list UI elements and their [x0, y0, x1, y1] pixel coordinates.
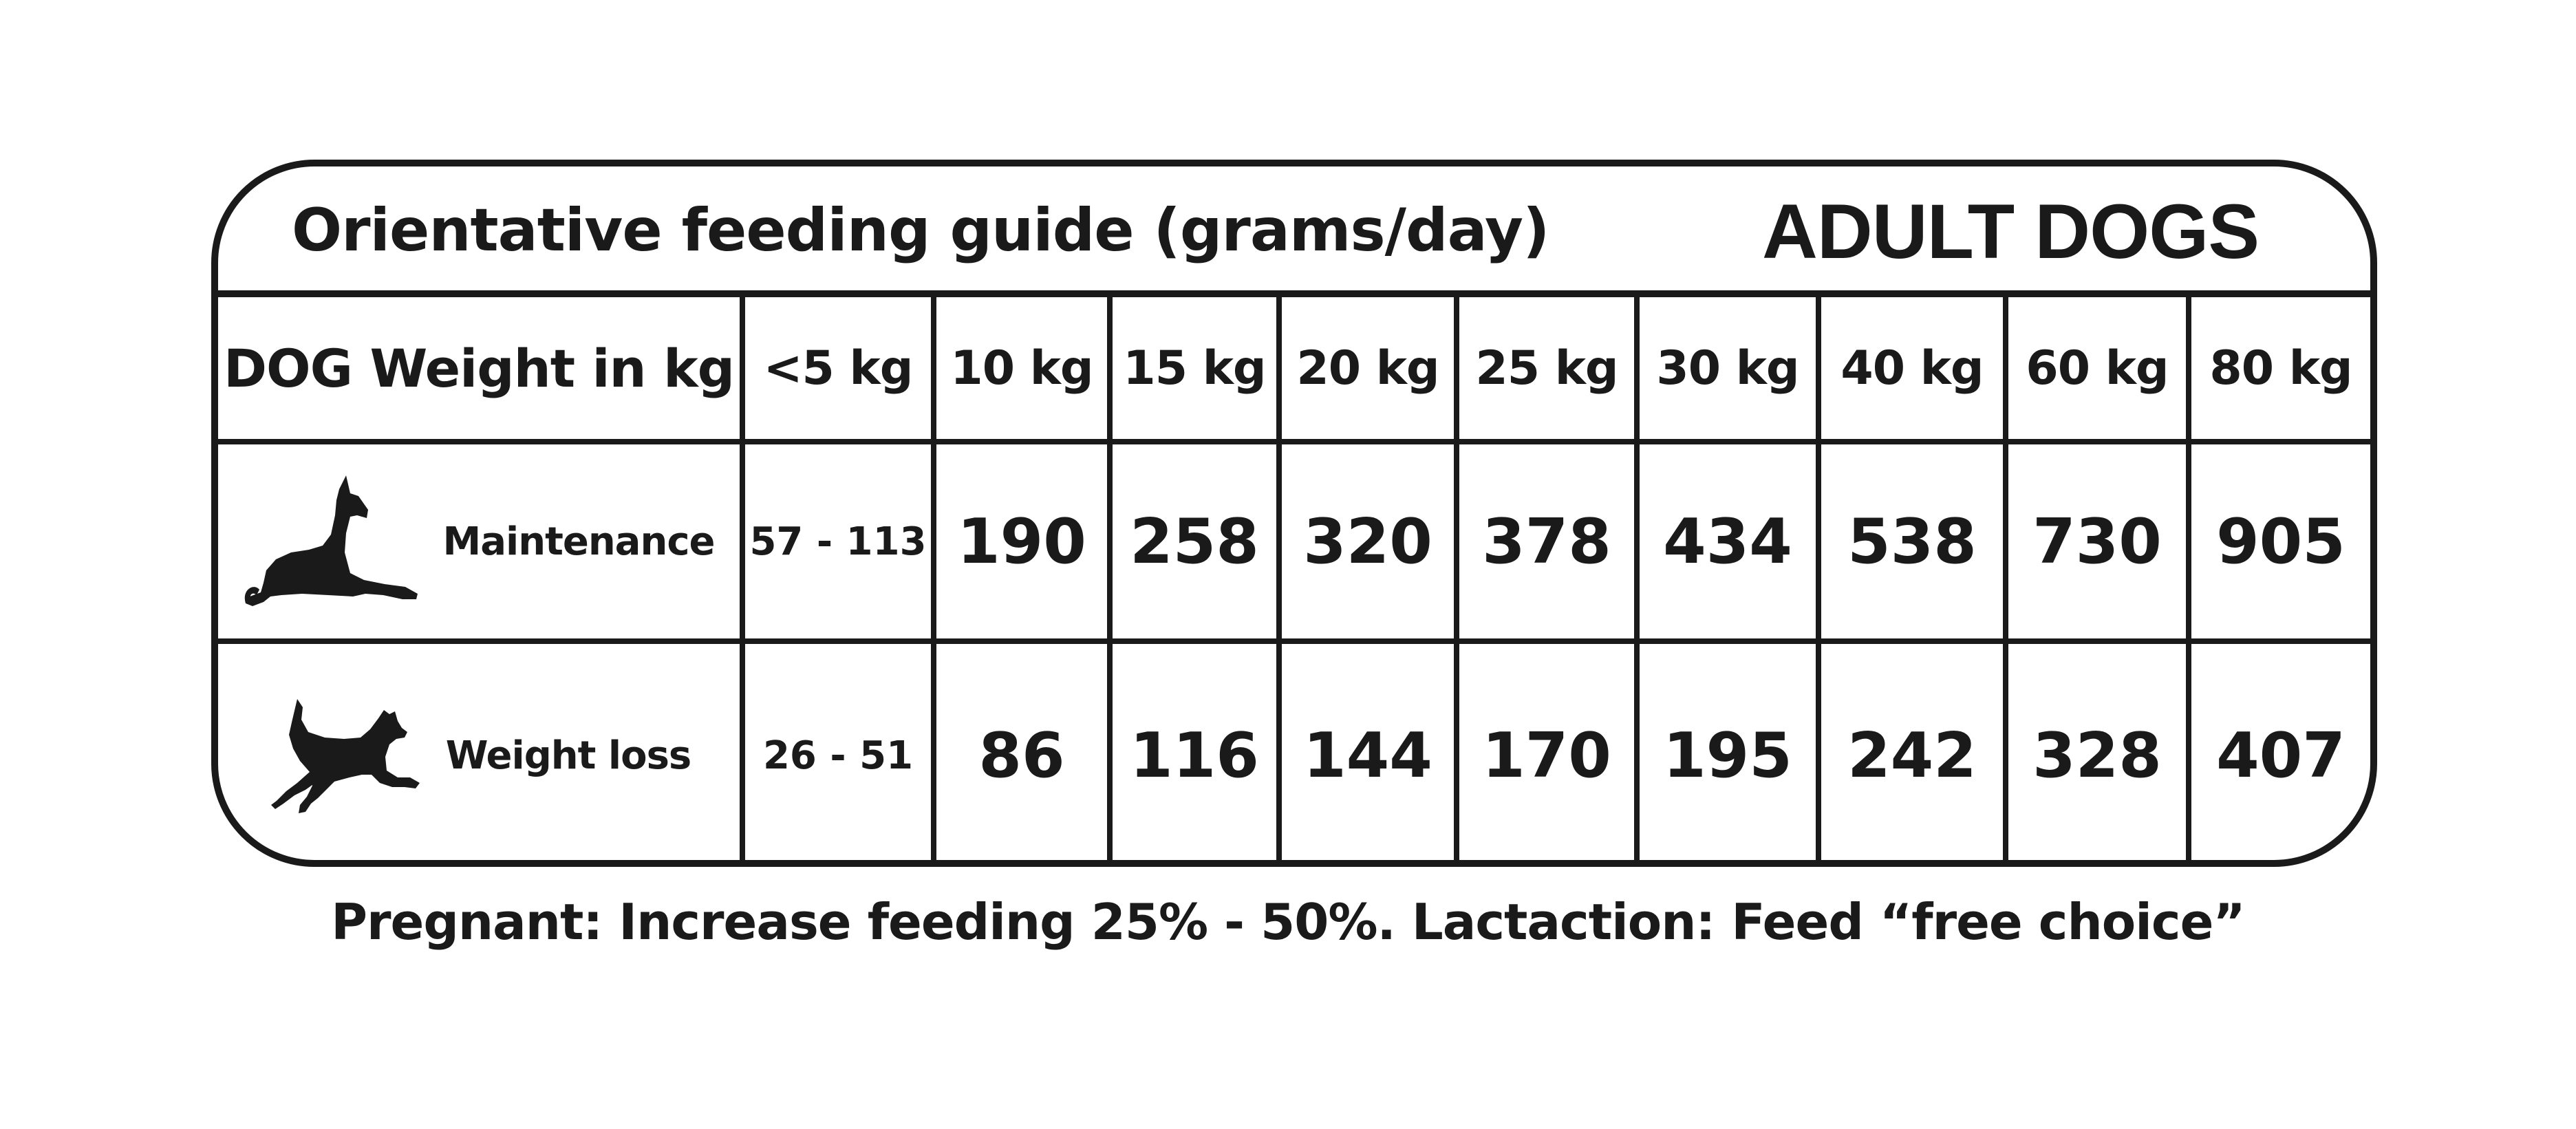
weight-col-header: 15 kg: [1107, 297, 1282, 444]
value-cell: 328: [2003, 638, 2191, 860]
weight-col-header: 20 kg: [1276, 297, 1459, 444]
value-cell: 116: [1107, 638, 1282, 860]
weight-label-cell: DOG Weight in kg: [218, 297, 745, 444]
value-cell: 190: [931, 439, 1113, 644]
weight-col-header: 40 kg: [1816, 297, 2008, 444]
feeding-guide-panel: Orientative feeding guide (grams/day) AD…: [211, 160, 2377, 867]
value-cell: 730: [2003, 439, 2191, 644]
section-title: ADULT DOGS: [1762, 189, 2260, 275]
weight-loss-label-cell: Weight loss: [218, 638, 745, 860]
feeding-table: DOG Weight in kg <5 kg 10 kg 15 kg 20 kg…: [218, 297, 2370, 860]
weight-label: DOG Weight in kg: [223, 337, 735, 399]
value-cell: 407: [2186, 638, 2370, 860]
running-dog-icon: [267, 695, 425, 816]
feeding-footnote: Pregnant: Increase feeding 25% - 50%. La…: [331, 893, 2245, 951]
maintenance-row: Maintenance 57 - 113 190 258 320 378 434…: [218, 439, 2370, 644]
weight-loss-row: Weight loss 26 - 51 86 116 144 170 195 2…: [218, 638, 2370, 860]
guide-header: Orientative feeding guide (grams/day) AD…: [218, 166, 2370, 297]
value-cell: 434: [1634, 439, 1821, 644]
lying-dog-icon: [243, 473, 423, 610]
row-label: Weight loss: [445, 733, 691, 778]
weight-col-header: 60 kg: [2003, 297, 2191, 444]
maintenance-label-cell: Maintenance: [218, 439, 745, 644]
row-label: Maintenance: [442, 519, 715, 564]
value-cell: 538: [1816, 439, 2008, 644]
range-cell: 57 - 113: [740, 439, 936, 644]
weight-header-row: DOG Weight in kg <5 kg 10 kg 15 kg 20 kg…: [218, 297, 2370, 444]
guide-title: Orientative feeding guide (grams/day): [292, 196, 1549, 265]
value-cell: 86: [931, 638, 1113, 860]
weight-col-header: <5 kg: [740, 297, 936, 444]
value-cell: 195: [1634, 638, 1821, 860]
value-cell: 144: [1276, 638, 1459, 860]
value-cell: 320: [1276, 439, 1459, 644]
weight-col-header: 25 kg: [1454, 297, 1640, 444]
weight-col-header: 80 kg: [2186, 297, 2370, 444]
value-cell: 905: [2186, 439, 2370, 644]
value-cell: 258: [1107, 439, 1282, 644]
weight-col-header: 10 kg: [931, 297, 1113, 444]
weight-col-header: 30 kg: [1634, 297, 1821, 444]
value-cell: 170: [1454, 638, 1640, 860]
range-cell: 26 - 51: [740, 638, 936, 860]
value-cell: 378: [1454, 439, 1640, 644]
value-cell: 242: [1816, 638, 2008, 860]
